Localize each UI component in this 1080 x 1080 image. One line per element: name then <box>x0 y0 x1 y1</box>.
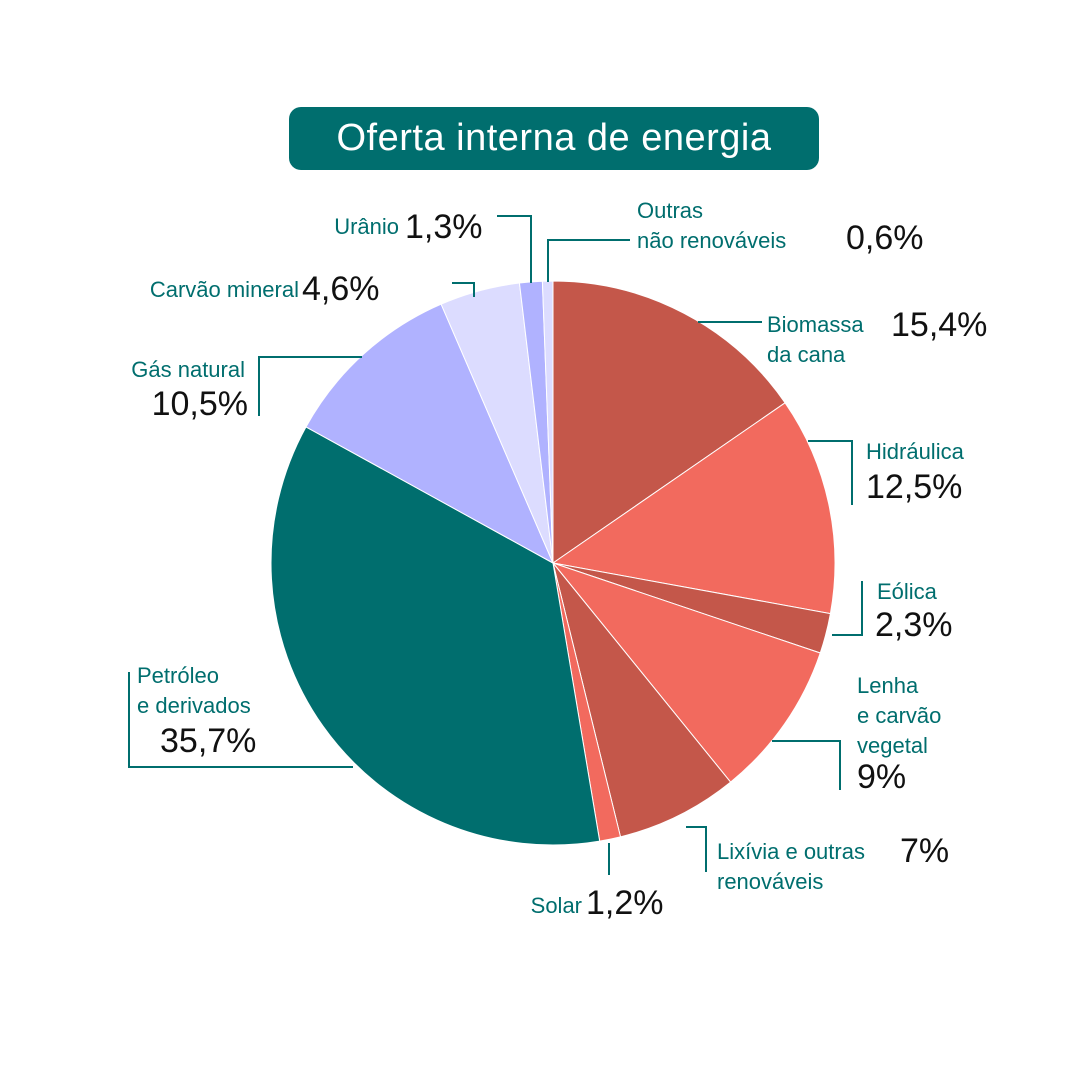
slice-name-9: Urânio <box>334 214 399 239</box>
pie-slice-0 <box>552 280 786 564</box>
pie-slice-6 <box>270 426 601 846</box>
slice-label-8: Carvão mineral 4,6% <box>150 270 380 308</box>
leader-line-6 <box>128 672 353 768</box>
slice-value-6: 35,7% <box>160 722 256 760</box>
leader-line-4 <box>686 826 707 872</box>
leader-line-1 <box>808 440 853 505</box>
leader-line-7 <box>258 356 362 416</box>
slice-name-2: Eólica <box>877 579 938 604</box>
leader-line-9 <box>497 215 532 283</box>
slice-value-3: 9% <box>857 758 906 796</box>
slice-label-7: Gás natural 10,5% <box>131 357 248 423</box>
slice-labels: Biomassa da cana 15,4% Hidráulica 12,5% Eólic… <box>131 198 987 922</box>
slice-name-10: Outras não renováveis <box>637 198 786 253</box>
slice-label-5: Solar 1,2% <box>531 884 664 922</box>
slice-label-4: Lixívia e outras renováveis 7% <box>717 832 949 894</box>
slice-value-0: 15,4% <box>891 306 987 344</box>
chart-title: Oferta interna de energia <box>336 117 772 159</box>
slice-value-7: 10,5% <box>152 385 248 423</box>
chart-title-badge: Oferta interna de energia <box>289 107 819 170</box>
slice-name-0: Biomassa da cana <box>767 312 864 367</box>
slice-value-4: 7% <box>900 832 949 870</box>
leader-lines <box>128 215 863 875</box>
slice-label-0: Biomassa da cana 15,4% <box>767 306 987 367</box>
slice-label-9: Urânio 1,3% <box>334 208 482 246</box>
slice-name-8: Carvão mineral <box>150 277 299 302</box>
slice-name-5: Solar <box>531 893 582 918</box>
pie-slices <box>270 280 836 846</box>
slice-value-10: 0,6% <box>846 219 924 257</box>
slice-value-5: 1,2% <box>586 884 664 922</box>
slice-name-4: Lixívia e outras renováveis <box>717 839 865 894</box>
slice-value-1: 12,5% <box>866 468 962 506</box>
slice-name-6: Petróleo e derivados <box>137 663 251 718</box>
pie-slice-3 <box>551 561 821 783</box>
slice-name-1: Hidráulica <box>866 439 965 464</box>
leader-line-2 <box>832 581 863 636</box>
slice-label-1: Hidráulica 12,5% <box>866 439 965 506</box>
leader-line-10 <box>547 239 630 282</box>
slice-name-7: Gás natural <box>131 357 245 382</box>
slice-label-10: Outras não renováveis 0,6% <box>637 198 924 257</box>
pie-slice-7 <box>305 303 555 565</box>
slice-value-8: 4,6% <box>302 270 380 308</box>
pie-slice-4 <box>552 562 732 838</box>
slice-name-3: Lenha e carvão vegetal <box>857 673 941 758</box>
leader-line-8 <box>452 282 475 297</box>
slice-value-2: 2,3% <box>875 606 953 644</box>
pie-slice-1 <box>551 402 836 615</box>
slice-value-9: 1,3% <box>405 208 483 246</box>
slice-label-6: Petróleo e derivados 35,7% <box>137 663 256 760</box>
leader-line-3 <box>772 740 841 790</box>
